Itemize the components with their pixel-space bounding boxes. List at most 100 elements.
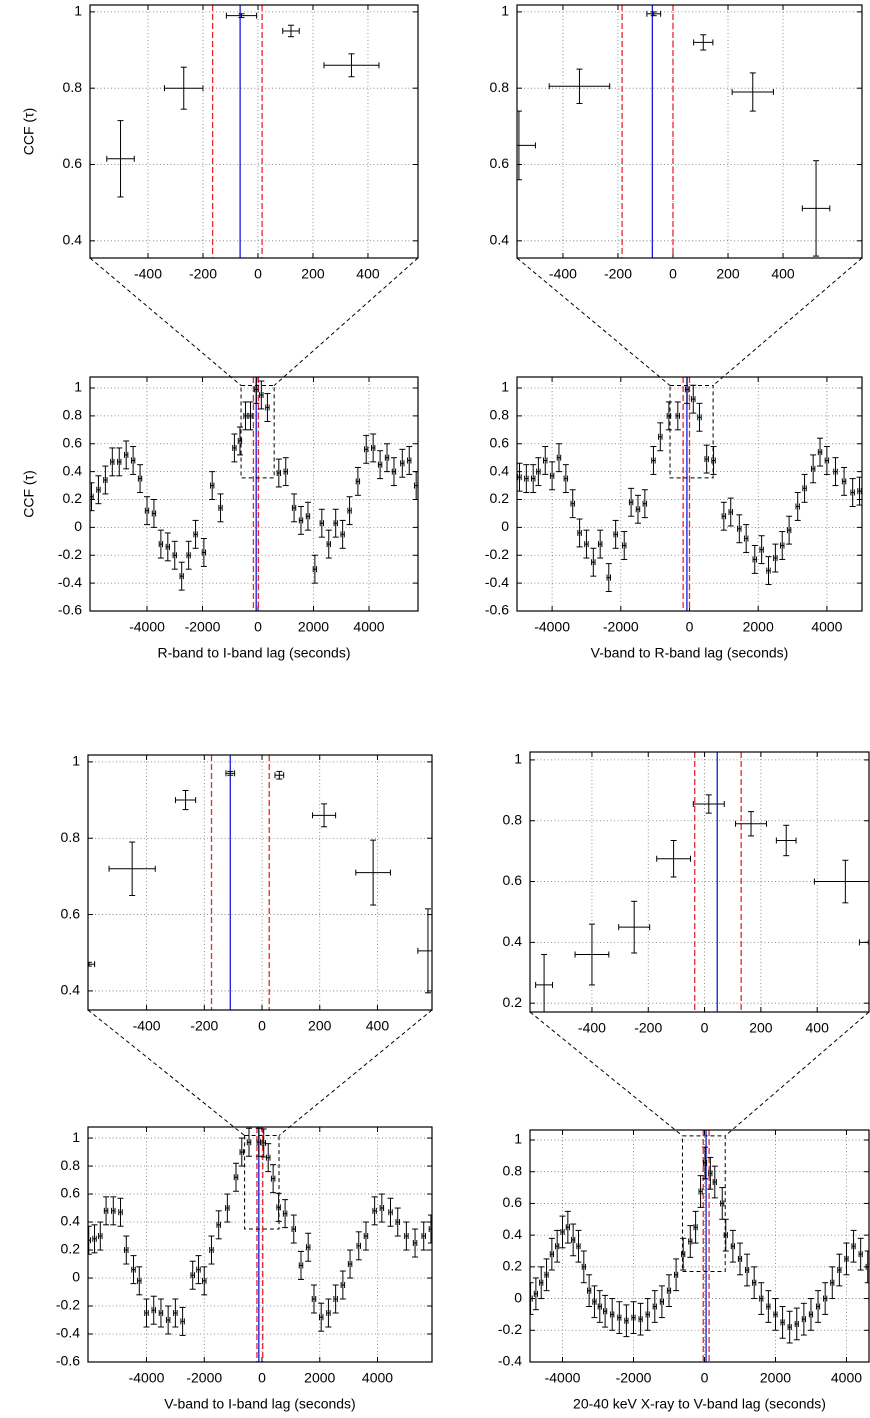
error-point (548, 68, 611, 104)
x-tick-label: 2000 (743, 619, 774, 635)
x-tick-label: 0 (254, 266, 262, 282)
error-point (260, 1128, 267, 1158)
error-point (192, 519, 199, 549)
error-point (200, 538, 207, 567)
error-point (143, 496, 150, 526)
x-tick-label: 4000 (831, 1370, 862, 1386)
y-tick-label: 0.8 (63, 407, 83, 423)
plot-frame (516, 376, 863, 612)
y-tick-label: -0.2 (485, 546, 509, 562)
y-tick-label: -0.4 (485, 574, 509, 590)
error-point (690, 384, 697, 414)
error-point (165, 1305, 172, 1335)
zoom-connector (712, 257, 863, 386)
error-point (641, 489, 648, 519)
x-tick-label: 400 (771, 266, 795, 282)
error-point (559, 1215, 566, 1249)
y-tick-label: -0.2 (498, 1321, 522, 1337)
y-tick-label: 1 (72, 1129, 80, 1145)
error-point (758, 535, 765, 565)
y-tick-label: 0 (74, 518, 82, 534)
error-point (554, 1229, 561, 1263)
error-point (564, 1210, 571, 1244)
error-point (697, 1175, 704, 1208)
error-point (793, 1307, 800, 1341)
error-point (291, 493, 298, 523)
y-tick-label: 1 (514, 751, 522, 767)
y-tick-label: 0.4 (503, 1226, 523, 1242)
x-tick-label: 200 (301, 266, 325, 282)
error-point (658, 1285, 665, 1319)
x-tick-label: 4000 (353, 619, 384, 635)
x-tick-label: 200 (716, 266, 740, 282)
error-point (751, 1266, 758, 1300)
error-point (597, 529, 604, 559)
y-tick-label: 0.4 (61, 1213, 81, 1229)
error-point (727, 497, 734, 527)
y-tick-label: 0.8 (503, 1162, 523, 1178)
y-tick-label: -0.6 (56, 1353, 80, 1369)
error-point (765, 1290, 772, 1323)
error-point (403, 1221, 410, 1251)
panel: -400 -200 0 200 400 0.4 0.6 0.8 1 (61, 753, 433, 1034)
error-point (843, 1242, 850, 1276)
error-point (644, 1298, 651, 1331)
error-point (612, 519, 619, 549)
error-point (720, 501, 727, 531)
x-tick-label: -400 (549, 266, 577, 282)
error-point (106, 120, 135, 198)
error-point (178, 561, 185, 591)
error-point (634, 494, 641, 524)
error-point (775, 824, 797, 857)
error-point (836, 1253, 843, 1287)
y-tick-label: 1 (72, 753, 80, 769)
error-point (517, 110, 536, 181)
error-point (523, 464, 530, 494)
y-tick-label: 0.2 (61, 1241, 81, 1257)
y-tick-label: 0.4 (503, 933, 523, 949)
error-point (822, 1282, 829, 1315)
x-tick-label: 0 (258, 1018, 266, 1034)
error-point (707, 1156, 714, 1190)
error-point (590, 547, 597, 577)
error-point (325, 1298, 332, 1328)
error-point (687, 1225, 694, 1258)
error-point (684, 377, 691, 404)
error-point (179, 1306, 186, 1336)
error-point (242, 401, 249, 431)
error-point (772, 543, 779, 573)
error-point (394, 1207, 401, 1237)
error-point (103, 1196, 110, 1226)
zoom-connector (529, 1011, 683, 1137)
error-point (549, 461, 556, 491)
y-tick-label: 0.6 (61, 1185, 81, 1201)
error-point (575, 1229, 582, 1263)
error-point (794, 492, 801, 521)
y-tick-label: 0.6 (63, 155, 83, 171)
y-tick-label: 0.2 (503, 1258, 523, 1274)
error-point (591, 1285, 598, 1319)
error-point (390, 457, 397, 487)
error-point (354, 466, 361, 496)
error-point (618, 900, 651, 954)
error-point (164, 532, 171, 562)
error-point (406, 446, 413, 475)
error-point (586, 1274, 593, 1307)
y-tick-label: 0.8 (63, 79, 83, 95)
error-point (813, 859, 869, 904)
error-point (674, 401, 681, 431)
error-point (325, 529, 332, 559)
panel: -4000 -2000 0 2000 4000 -0.4 -0.2 0 0.2 0.4 0.6 0.8… (498, 1129, 870, 1412)
y-tick-label: 0.6 (63, 434, 83, 450)
error-point (735, 811, 768, 837)
y-tick-label: -0.2 (56, 1297, 80, 1313)
error-point (692, 794, 725, 814)
error-point (673, 1258, 680, 1292)
y-axis-label: CCF (τ) (21, 470, 37, 518)
error-point (253, 377, 260, 404)
zoom-connector (724, 1011, 870, 1137)
x-tick-label: 0 (254, 619, 262, 635)
error-point (110, 1196, 117, 1226)
error-point (312, 803, 337, 828)
error-point (339, 519, 346, 549)
